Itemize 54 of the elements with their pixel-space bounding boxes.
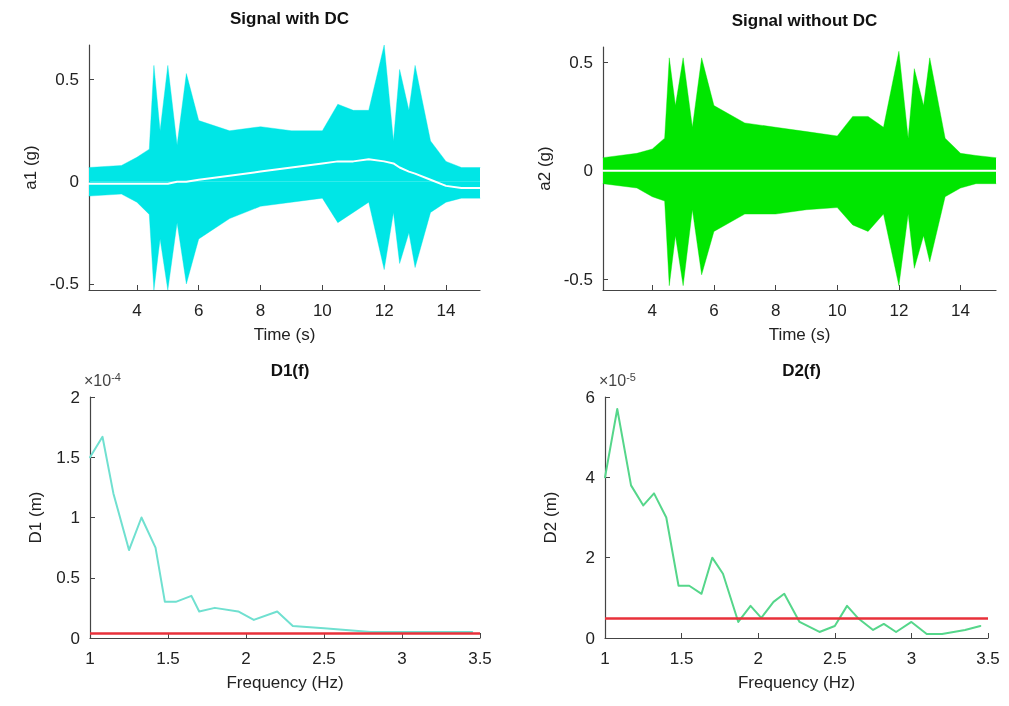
x-tick-label: 1.5 (156, 649, 180, 668)
x-tick-label: 3 (906, 649, 917, 668)
x-tick-label: 3 (397, 649, 407, 668)
x-tick-label: 8 (770, 301, 781, 320)
x-tick-label: 1.5 (669, 649, 694, 668)
x-tick-label: 12 (889, 301, 909, 320)
y-tick-label: 0 (583, 161, 593, 181)
y-tick-label: 0 (69, 172, 79, 192)
x-tick-label: 2 (241, 649, 251, 668)
x-tick-label: 14 (951, 301, 971, 320)
y-tick-label: 0.5 (55, 70, 79, 90)
chart-title: Signal with DC (230, 9, 349, 28)
chart-title: D1(f) (270, 361, 310, 380)
chart-title: D2(f) (782, 361, 821, 380)
line-series (88, 158, 481, 189)
y-tick-label: 4 (585, 467, 595, 487)
x-axis-title: Time (s) (768, 325, 831, 344)
y-tick-label: 1 (70, 508, 80, 527)
y-tick-label: 0.5 (569, 52, 593, 72)
line-series (89, 435, 474, 633)
x-tick-label: 1 (600, 649, 610, 668)
y-tick-label: 0 (70, 628, 80, 648)
x-tick-label: 4 (132, 301, 142, 320)
x-tick-label: 10 (312, 301, 332, 320)
y-axis-title: D1 (m) (26, 491, 45, 544)
y-axis-title: a2 (g) (534, 146, 554, 191)
x-tick-label: 14 (436, 301, 456, 320)
y-axis-title: D2 (m) (541, 491, 560, 544)
y-axis-title: a1 (g) (20, 145, 40, 190)
x-tick-label: 8 (255, 301, 266, 320)
chart-title: Signal without DC (731, 11, 878, 30)
x-tick-label: 2.5 (822, 649, 847, 668)
x-tick-label: 2.5 (312, 649, 336, 668)
x-tick-label: 3.5 (468, 649, 492, 668)
x-tick-label: 2 (753, 649, 763, 668)
x-tick-label: 3.5 (976, 649, 1000, 668)
x-axis-title: Frequency (Hz) (737, 673, 856, 692)
y-tick-label: 1.5 (56, 447, 80, 467)
y-tick-label: 0.5 (56, 568, 80, 588)
y-tick-label: -0.5 (49, 274, 79, 294)
line-series (604, 408, 982, 635)
x-tick-label: 4 (647, 301, 658, 320)
x-tick-label: 6 (709, 301, 719, 320)
y-tick-label: 2 (70, 387, 80, 407)
x-axis-title: Time (s) (253, 325, 316, 344)
y-tick-label: 0 (585, 628, 595, 648)
x-tick-label: 12 (374, 301, 394, 320)
x-tick-label: 6 (193, 301, 204, 320)
x-axis-title: Frequency (Hz) (226, 673, 344, 692)
y-tick-label: -0.5 (563, 269, 593, 289)
x-tick-label: 1 (85, 649, 95, 668)
x-tick-label: 10 (827, 301, 847, 320)
y-tick-label: 2 (585, 548, 595, 568)
y-tick-label: 6 (585, 387, 595, 407)
